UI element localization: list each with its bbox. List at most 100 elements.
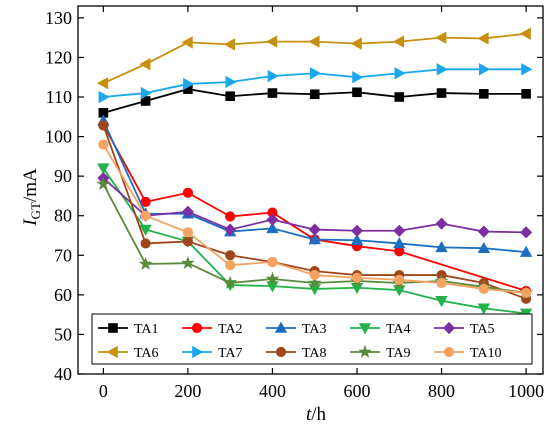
legend-marker [192,345,204,359]
data-point [393,224,406,237]
legend-marker [358,344,372,358]
legend-item-ta4: TA4 [350,322,411,337]
data-point [521,287,532,298]
y-tick-label: 120 [45,47,72,67]
legend-item-ta10: TA10 [434,346,502,361]
data-point [309,67,322,80]
legend-label: TA3 [302,322,327,337]
legend-item-ta3: TA3 [266,321,327,337]
data-point [225,91,235,102]
legend-marker [275,346,287,358]
data-point [394,92,405,102]
legend-label: TA9 [386,346,411,361]
legend-item-ta2: TA2 [182,322,243,337]
series-layer [96,27,533,320]
data-point [97,76,109,90]
data-point [225,75,237,89]
legend-label: TA8 [302,346,327,361]
data-point [140,210,151,221]
data-point [224,223,237,236]
data-point [519,27,531,40]
legend-marker [358,323,372,335]
legend-item-ta9: TA9 [350,344,411,361]
data-point [520,226,533,239]
data-point [98,120,109,131]
data-point [265,271,280,285]
data-point [435,295,448,308]
data-point [521,63,533,76]
y-tick-label: 70 [54,245,72,265]
y-tick-label: 90 [54,166,72,186]
legend-box [91,313,533,365]
data-point [139,57,151,71]
data-point [394,274,405,285]
legend-item-ta5: TA5 [434,321,495,337]
data-point [477,32,489,45]
data-point [183,77,195,91]
legend-marker [443,346,455,358]
data-point [435,241,448,253]
plot-frame [77,5,544,375]
data-point [478,283,489,294]
data-point [267,69,279,83]
series-line [102,124,527,292]
series-ta6 [97,27,531,90]
data-point [521,89,531,99]
axis-titles: t/h IGT/mA [20,168,327,425]
data-point [477,241,490,253]
data-point [181,255,195,270]
y-tick-label: 80 [54,206,72,226]
axes: 0 200 400 600 800 1000 40 50 60 70 80 90 100 110 120 13… [45,5,544,401]
data-point [182,236,193,247]
legend-label: TA7 [218,346,243,361]
data-point [479,89,489,99]
data-point [436,63,448,76]
data-point [223,275,238,289]
data-point [139,224,152,236]
legend-label: TA10 [470,346,502,361]
data-point [181,205,194,218]
data-point [140,86,152,100]
data-point [477,225,490,238]
data-point [350,37,362,50]
data-point [96,176,111,190]
y-tick-label: 40 [54,364,72,384]
legend-marker [442,321,456,335]
data-point [266,222,279,234]
y-tick-label: 100 [45,127,72,147]
data-point [267,256,278,268]
y-tick-label: 130 [45,8,72,28]
data-point [138,256,153,270]
data-point [266,35,278,48]
data-point [225,211,236,222]
legend-marker [274,321,288,333]
data-point [436,277,447,289]
legend-item-ta1: TA1 [98,322,159,337]
data-point [309,270,320,281]
x-axis-title: t/h [306,404,327,425]
y-tick-label: 50 [54,324,72,344]
data-point [98,90,110,104]
y-tick-label: 110 [46,87,72,107]
data-point [98,139,109,150]
series-ta10 [98,139,532,298]
series-ta5 [97,172,533,239]
data-point [436,88,447,98]
data-point [97,163,110,175]
data-point [223,38,235,51]
legend-label: TA2 [218,322,243,337]
legend-item-ta7: TA7 [182,345,243,361]
data-point [266,213,279,226]
data-point [140,238,151,249]
legend-item-ta6: TA6 [98,345,159,361]
data-point [140,96,151,106]
data-point [477,303,490,315]
data-point [308,233,321,245]
data-point [392,35,405,48]
data-point [352,71,364,84]
data-point [479,63,491,76]
legend-marker [108,323,118,333]
y-axis-title: IGT/mA [20,168,43,227]
data-point [308,223,321,236]
